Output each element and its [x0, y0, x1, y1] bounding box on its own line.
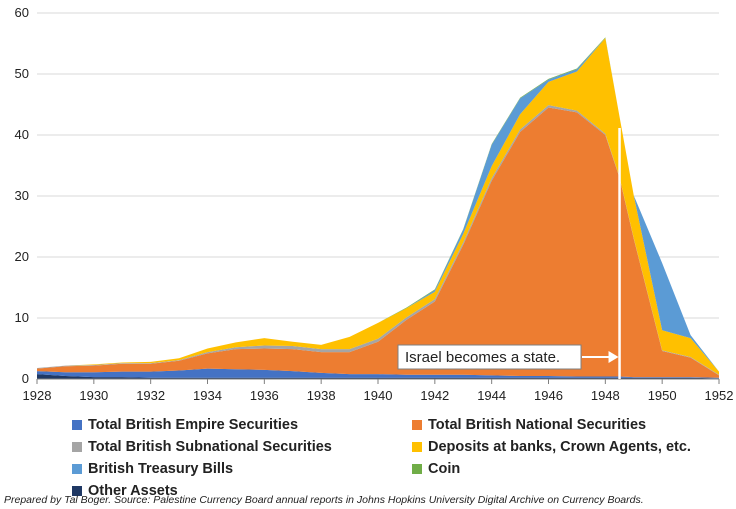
x-tick-label: 1948	[591, 388, 620, 403]
annotation-box	[397, 344, 582, 370]
axes: 0 10 20 30 40 50 60 1928 1930 1932 1934 1936 1938 194…	[15, 5, 734, 403]
legend-label: Total British Empire Securities	[88, 417, 299, 433]
y-tick-label: 30	[15, 188, 29, 203]
x-tick-label: 1932	[136, 388, 165, 403]
y-tick-label: 10	[15, 310, 29, 325]
area-series	[37, 37, 719, 379]
x-tick-label: 1944	[477, 388, 506, 403]
legend-item: British Treasury Bills	[72, 459, 412, 479]
legend-swatch	[72, 486, 82, 496]
legend-swatch	[72, 442, 82, 452]
legend-swatch	[412, 464, 422, 474]
y-tick-label: 0	[22, 371, 29, 386]
y-tick-label: 60	[15, 5, 29, 20]
legend-swatch	[412, 420, 422, 430]
stacked-area-chart: 0 10 20 30 40 50 60 1928 1930 1932 1934 1936 1938 194…	[15, 5, 734, 403]
x-tick-label: 1938	[307, 388, 336, 403]
annotation-arrow-head	[608, 351, 619, 363]
x-tick-label: 1934	[193, 388, 222, 403]
x-tick-label: 1946	[534, 388, 563, 403]
annotation-text: Israel becomes a state.	[405, 349, 560, 366]
legend-item: Total British Subnational Securities	[72, 437, 412, 457]
x-tick-label: 1928	[23, 388, 52, 403]
y-tick-label: 40	[15, 127, 29, 142]
legend-item: Total British Empire Securities	[72, 415, 412, 435]
legend-item: Total British National Securities	[412, 415, 732, 435]
source-footnote: Prepared by Tal Boger. Source: Palestine…	[4, 494, 644, 506]
x-tick-label: 1942	[420, 388, 449, 403]
y-tick-label: 50	[15, 66, 29, 81]
x-tick-label: 1930	[79, 388, 108, 403]
legend-label: Total British National Securities	[428, 417, 647, 433]
legend: Total British Empire Securities Total Bri…	[72, 415, 732, 501]
legend-label: Other Assets	[88, 483, 178, 499]
legend-item: Deposits at banks, Crown Agents, etc.	[412, 437, 732, 457]
legend-label: Total British Subnational Securities	[88, 439, 332, 455]
legend-swatch	[412, 442, 422, 452]
legend-label: British Treasury Bills	[88, 461, 234, 477]
legend-swatch	[72, 464, 82, 474]
legend-item: Coin	[412, 459, 732, 479]
x-tick-label: 1936	[250, 388, 279, 403]
legend-label: Deposits at banks, Crown Agents, etc.	[428, 439, 691, 455]
x-tick-label: 1952	[705, 388, 734, 403]
annotation: Israel becomes a state.	[397, 128, 621, 379]
y-tick-label: 20	[15, 249, 29, 264]
legend-swatch	[72, 420, 82, 430]
legend-label: Coin	[428, 461, 461, 477]
x-tick-label: 1940	[364, 388, 393, 403]
legend-item: Other Assets	[72, 481, 412, 501]
area-total-british-national-securities	[37, 107, 719, 378]
x-tick-label: 1950	[648, 388, 677, 403]
